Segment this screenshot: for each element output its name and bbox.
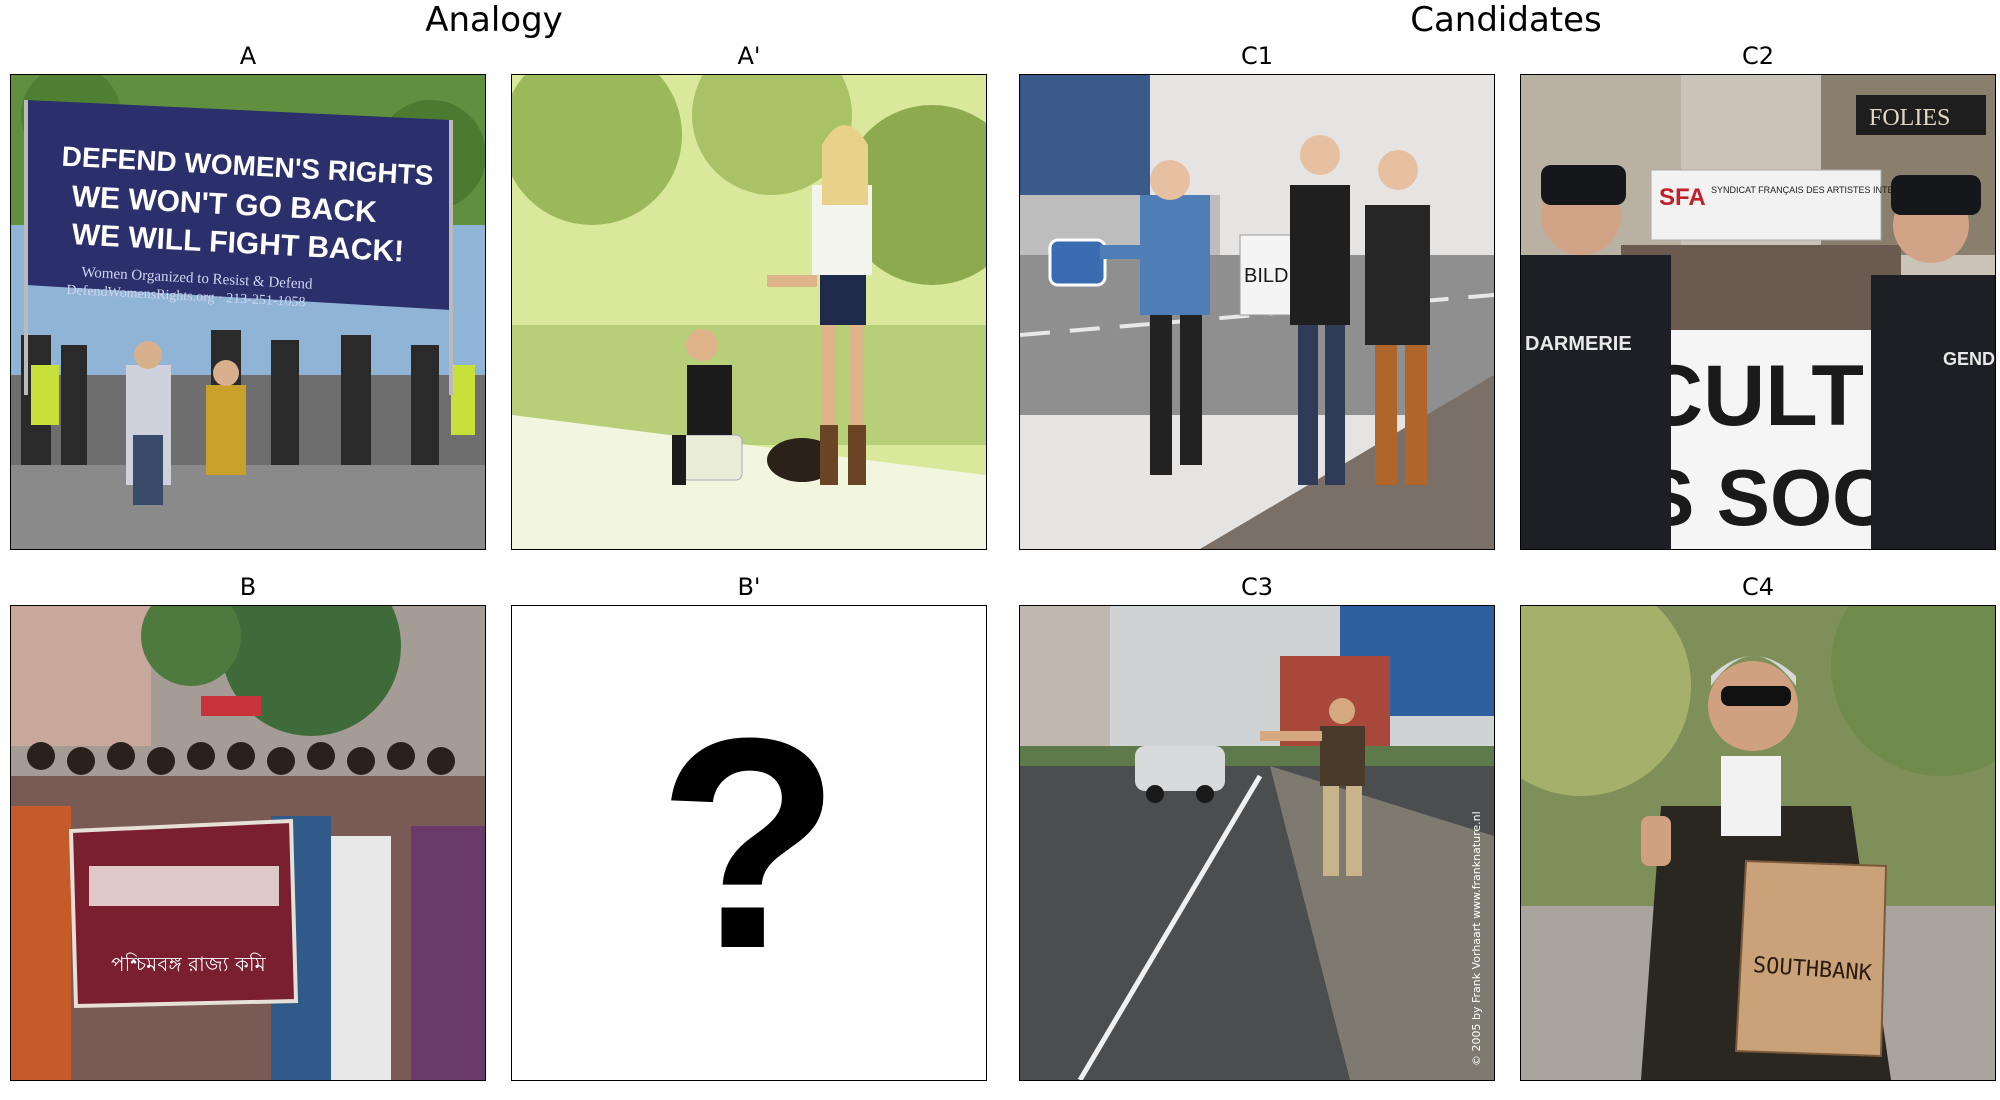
image-b-prime-unknown[interactable]: ? <box>511 605 987 1081</box>
c2-uniform-right: GENDA <box>1943 349 1995 369</box>
c2-banner-text: SYNDICAT FRANÇAIS DES ARTISTES INTERPRÈT… <box>1711 185 1936 195</box>
image-a-prime-hitchhikers[interactable] <box>511 74 987 550</box>
panel-label-c4: C4 <box>1741 573 1775 601</box>
panel-label-b-prime: B' <box>737 573 761 601</box>
analogy-title: Analogy <box>425 0 563 40</box>
c2-banner-logo: SFA <box>1659 184 1706 211</box>
image-c3-road-hitchhiker[interactable]: © 2005 by Frank Vorhaart www.franknature… <box>1019 605 1495 1081</box>
question-mark-placeholder: ? <box>657 675 841 1011</box>
image-b-illustration: পশ্চিমবঙ্গ রাজ্য কমি <box>11 606 485 1080</box>
image-a-prime-illustration <box>512 75 986 549</box>
panel-label-c2: C2 <box>1741 42 1775 70</box>
c2-uniform-left: DARMERIE <box>1525 333 1632 355</box>
c3-watermark: © 2005 by Frank Vorhaart www.franknature… <box>1470 811 1483 1066</box>
image-c2-illustration: FOLIES SFA SYNDICAT FRANÇAIS DES ARTISTE… <box>1521 75 1995 549</box>
image-a-protest-banner[interactable]: DEFEND WOMEN'S RIGHTS WE WON'T GO BACK W… <box>10 74 486 550</box>
image-c2-protest-gendarmes[interactable]: FOLIES SFA SYNDICAT FRANÇAIS DES ARTISTE… <box>1520 74 1996 550</box>
candidates-title: Candidates <box>1410 0 1602 40</box>
b-banner-text: পশ্চিমবঙ্গ রাজ্য কমি <box>111 952 267 976</box>
c2-front-banner2: S SOC <box>1641 453 1890 542</box>
image-c1-hitchhikers-sign[interactable]: BILDUNG <box>1019 74 1495 550</box>
c2-front-banner: CULT <box>1641 348 1864 444</box>
panel-label-c1: C1 <box>1240 42 1274 70</box>
image-a-illustration: DEFEND WOMEN'S RIGHTS WE WON'T GO BACK W… <box>11 75 485 549</box>
image-b-protest-march[interactable]: পশ্চিমবঙ্গ রাজ্য কমি <box>10 605 486 1081</box>
image-c4-illustration: SOUTHBANK <box>1521 606 1995 1080</box>
image-c3-illustration: © 2005 by Frank Vorhaart www.franknature… <box>1020 606 1494 1080</box>
image-c1-illustration: BILDUNG <box>1020 75 1494 549</box>
panel-label-c3: C3 <box>1240 573 1274 601</box>
panel-label-a: A <box>239 42 257 70</box>
image-c4-man-cardboard-sign[interactable]: SOUTHBANK <box>1520 605 1996 1081</box>
panel-label-a-prime: A' <box>737 42 761 70</box>
c2-storefront-text: FOLIES <box>1869 105 1950 131</box>
panel-label-b: B <box>239 573 257 601</box>
